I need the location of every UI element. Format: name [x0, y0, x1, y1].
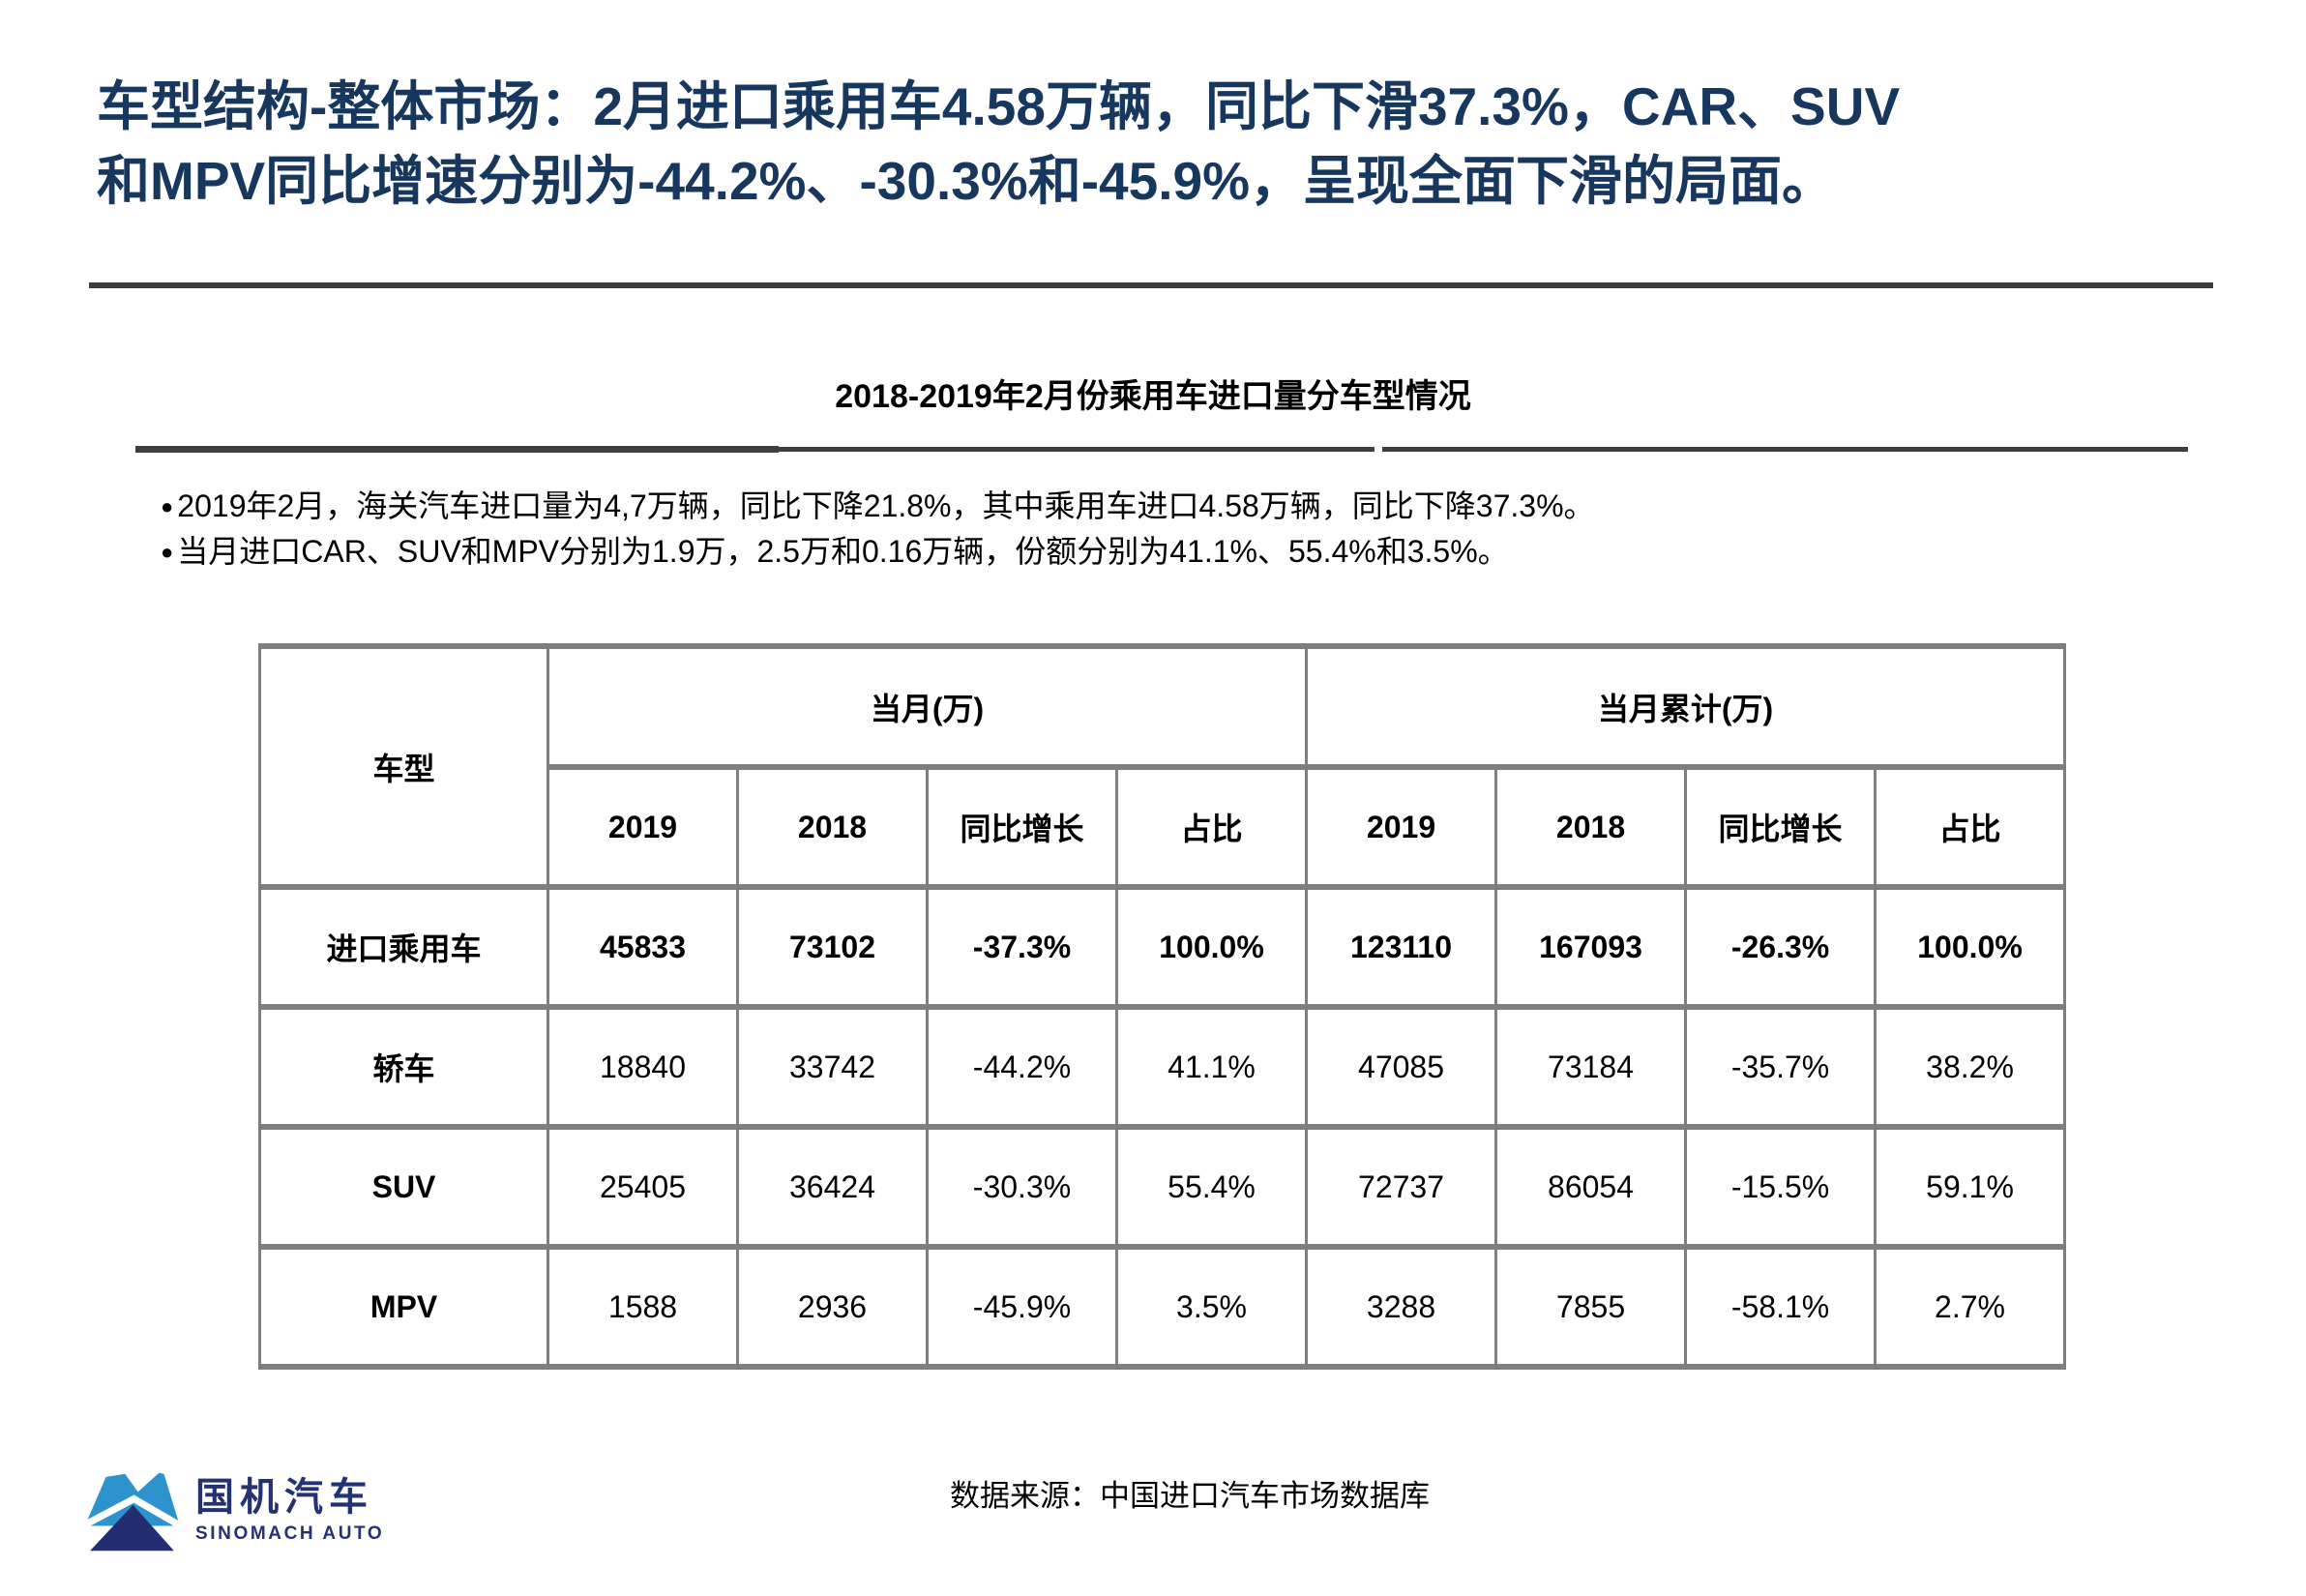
cell: -26.3% [1684, 884, 1877, 1010]
page-title: 车型结构-整体市场：2月进口乘用车4.58万辆，同比下滑37.3%，CAR、SU… [97, 70, 2234, 219]
logo-name-en: SINOMACH AUTO [195, 1523, 385, 1544]
table-row: 轿车 18840 33742 -44.2% 41.1% 47085 73184 … [258, 1004, 2067, 1130]
bullet-text: 当月进口CAR、SUV和MPV分别为1.9万，2.5万和0.16万辆，份额分别为… [177, 534, 1509, 569]
cell: 2936 [736, 1244, 929, 1370]
cell: 2.7% [1874, 1244, 2067, 1370]
col-header: 同比增长 [926, 764, 1118, 890]
cell: 73184 [1494, 1004, 1688, 1130]
col-group-current-month: 当月(万) [546, 643, 1309, 770]
bullet-icon: ● [161, 540, 174, 564]
cell: 47085 [1305, 1004, 1498, 1130]
col-header: 占比 [1874, 764, 2067, 890]
col-header-model: 车型 [258, 643, 549, 890]
logo-name-cn: 国机汽车 [195, 1476, 373, 1519]
cell: 45833 [547, 884, 739, 1010]
cell: 1588 [547, 1244, 739, 1370]
bullet-list: ● 2019年2月，海关汽车进口量为4,7万辆，同比下降21.8%，其中乘用车进口… [161, 484, 2192, 575]
sinomach-logo-icon [87, 1472, 180, 1552]
cell: 72737 [1305, 1124, 1498, 1250]
bullet-item: ● 2019年2月，海关汽车进口量为4,7万辆，同比下降21.8%，其中乘用车进口… [161, 484, 2192, 529]
table-row: MPV 1588 2936 -45.9% 3.5% 3288 7855 -58.… [258, 1244, 2067, 1370]
cell: 73102 [736, 884, 929, 1010]
divider-segment [1382, 447, 2188, 452]
cell: 100.0% [1114, 884, 1309, 1010]
cell: 167093 [1494, 884, 1688, 1010]
col-header: 同比增长 [1684, 764, 1877, 890]
col-header: 2018 [1494, 764, 1688, 890]
cell: -37.3% [926, 884, 1118, 1010]
cell: 7855 [1494, 1244, 1688, 1370]
cell: -35.7% [1684, 1004, 1877, 1130]
cell: 123110 [1305, 884, 1498, 1010]
bullet-icon: ● [161, 494, 174, 518]
row-label: MPV [258, 1244, 549, 1370]
page-title-line2: 和MPV同比增速分别为-44.2%、-30.3%和-45.9%，呈现全面下滑的局… [97, 151, 1835, 211]
table-title-divider-line [135, 446, 2188, 454]
row-label: 进口乘用车 [258, 884, 549, 1010]
cell: 25405 [547, 1124, 739, 1250]
col-header: 2019 [1305, 764, 1498, 890]
cell: -58.1% [1684, 1244, 1877, 1370]
cell: 86054 [1494, 1124, 1688, 1250]
cell: 59.1% [1874, 1124, 2067, 1250]
table-row: SUV 25405 36424 -30.3% 55.4% 72737 86054… [258, 1124, 2067, 1250]
cell: 3288 [1305, 1244, 1498, 1370]
cell: 36424 [736, 1124, 929, 1250]
title-divider-line [89, 282, 2213, 288]
row-label: 轿车 [258, 1004, 549, 1130]
cell: 100.0% [1874, 884, 2067, 1010]
page-title-line1: 车型结构-整体市场：2月进口乘用车4.58万辆，同比下滑37.3%，CAR、SU… [97, 76, 1901, 136]
bullet-item: ● 当月进口CAR、SUV和MPV分别为1.9万，2.5万和0.16万辆，份额分别… [161, 529, 2192, 575]
row-label: SUV [258, 1124, 549, 1250]
divider-segment [779, 447, 1375, 452]
col-header: 2018 [736, 764, 929, 890]
company-logo: 国机汽车 SINOMACH AUTO [87, 1472, 384, 1552]
cell: -30.3% [926, 1124, 1118, 1250]
data-source-note: 数据来源：中国进口汽车市场数据库 [950, 1479, 1430, 1513]
cell: -45.9% [926, 1244, 1118, 1370]
divider-segment [135, 446, 779, 453]
cell: 3.5% [1114, 1244, 1309, 1370]
cell: 38.2% [1874, 1004, 2067, 1130]
col-group-cumulative: 当月累计(万) [1305, 643, 2067, 770]
col-header: 占比 [1114, 764, 1309, 890]
cell: -44.2% [926, 1004, 1118, 1130]
import-volume-table-wrap: 车型 当月(万) 当月累计(万) 2019 2018 同比增长 占比 2019 … [258, 643, 2067, 1370]
import-volume-table: 车型 当月(万) 当月累计(万) 2019 2018 同比增长 占比 2019 … [258, 643, 2067, 1370]
table-row: 进口乘用车 45833 73102 -37.3% 100.0% 123110 1… [258, 884, 2067, 1010]
table-title: 2018-2019年2月份乘用车进口量分车型情况 [835, 378, 1471, 415]
logo-text-block: 国机汽车 SINOMACH AUTO [195, 1472, 384, 1545]
cell: 41.1% [1114, 1004, 1309, 1130]
cell: 33742 [736, 1004, 929, 1130]
cell: 18840 [547, 1004, 739, 1130]
cell: 55.4% [1114, 1124, 1309, 1250]
cell: -15.5% [1684, 1124, 1877, 1250]
bullet-text: 2019年2月，海关汽车进口量为4,7万辆，同比下降21.8%，其中乘用车进口4… [177, 488, 1595, 523]
col-header: 2019 [547, 764, 739, 890]
